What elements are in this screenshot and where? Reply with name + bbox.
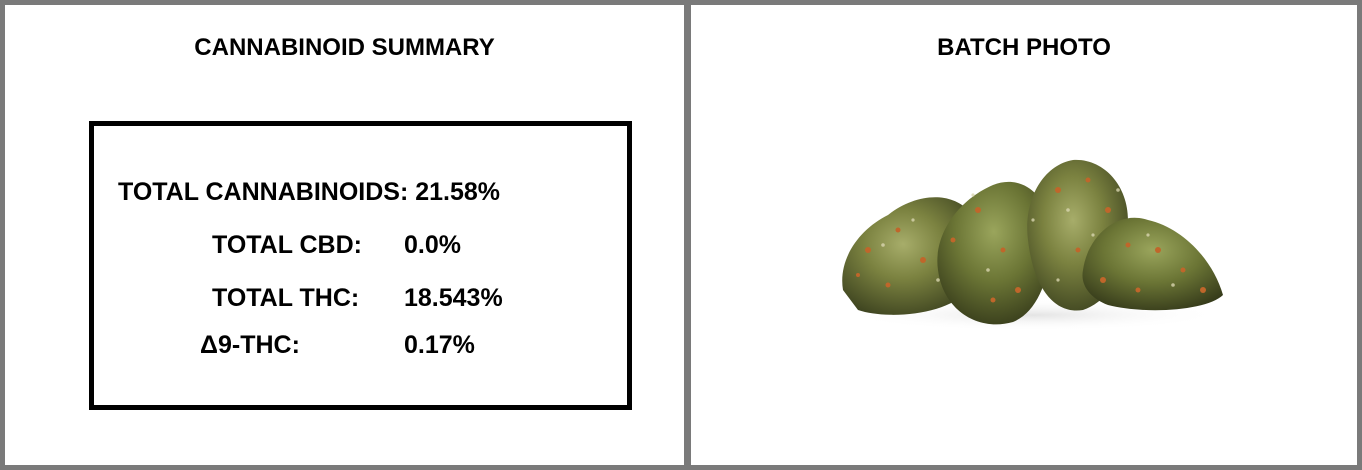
batch-photo-title: BATCH PHOTO xyxy=(937,34,1111,61)
cannabinoid-summary-title: CANNABINOID SUMMARY xyxy=(194,34,495,61)
total-cbd-label: TOTAL CBD: xyxy=(212,231,362,259)
batch-photo-image xyxy=(842,159,1223,331)
total-thc-value: 18.543% xyxy=(404,284,503,312)
total-thc-label: TOTAL THC: xyxy=(212,284,360,312)
delta9-thc-label: Δ9-THC: xyxy=(200,331,300,359)
cannabinoid-summary-box: TOTAL CANNABINOIDS: 21.58% TOTAL CBD: 0.… xyxy=(89,121,632,410)
panel-divider xyxy=(684,0,691,470)
total-cannabinoids: TOTAL CANNABINOIDS: 21.58% xyxy=(118,178,501,206)
delta9-thc-value: 0.17% xyxy=(404,331,475,359)
total-cbd-value: 0.0% xyxy=(404,231,461,259)
